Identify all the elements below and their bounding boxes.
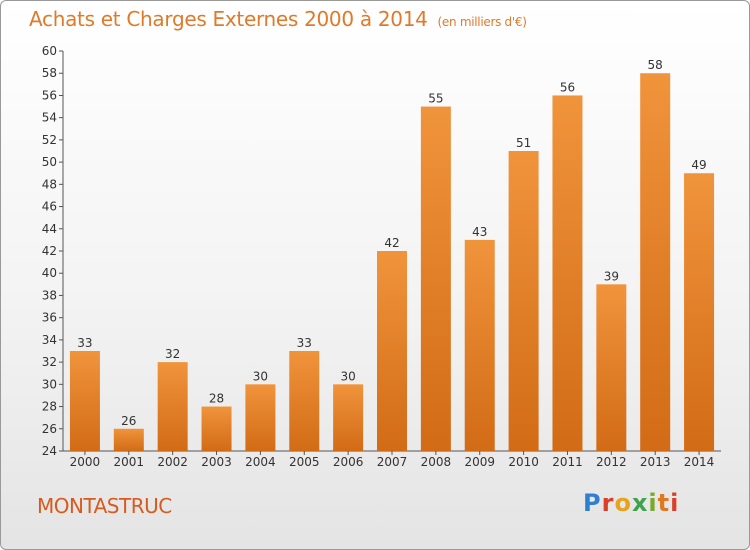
data-label: 42 [384,236,399,250]
data-label: 26 [121,414,136,428]
chart-subtitle: (en milliers d'€) [437,15,527,29]
y-tick-label: 24 [42,444,57,458]
bar [113,428,144,451]
data-label: 43 [472,225,487,239]
bars [69,73,715,452]
logo-letter: r [601,489,615,517]
y-tick-label: 30 [42,377,57,391]
bar [201,406,232,451]
bar [640,73,671,451]
data-label: 56 [560,80,575,94]
proxiti-logo: Proxiti [583,489,679,517]
x-tick-label: 2002 [157,455,188,469]
bar [377,251,407,451]
logo-letter: o [614,489,632,517]
logo-letter: x [631,489,649,517]
bar [552,95,583,451]
data-label: 30 [253,369,268,383]
y-tick-label: 32 [42,355,57,369]
logo-letter: i [670,489,680,517]
x-tick-label: 2007 [377,455,408,469]
y-tick-label: 38 [42,288,57,302]
bar [596,284,627,451]
y-tick-label: 56 [42,88,57,102]
x-tick-label: 2005 [289,455,320,469]
bar [289,351,320,451]
y-tick-label: 28 [42,400,57,414]
chart-title-text: Achats et Charges Externes 2000 à 2014 [29,7,428,31]
x-tick-label: 2013 [640,455,671,469]
bar [157,362,188,451]
x-tick-label: 2014 [684,455,715,469]
y-tick-label: 40 [42,266,57,280]
y-tick-label: 50 [42,155,57,169]
data-label: 32 [165,347,180,361]
bar [69,351,100,451]
y-tick-label: 48 [42,177,57,191]
location-name: MONTASTRUC [37,494,172,518]
y-tick-label: 42 [42,244,57,258]
x-tick-label: 2004 [245,455,276,469]
data-label: 58 [648,58,663,72]
x-tick-label: 2006 [333,455,364,469]
bar [684,173,715,451]
bar [420,106,451,452]
data-label: 49 [691,158,706,172]
data-label: 33 [297,336,312,350]
bar [333,384,364,451]
data-label: 28 [209,392,224,406]
y-tick-label: 46 [42,200,57,214]
data-label: 30 [340,369,355,383]
y-tick-label: 60 [42,44,57,58]
logo-letter: P [583,489,602,517]
y-tick-label: 58 [42,66,57,80]
y-tick-label: 26 [42,422,57,436]
y-tick-label: 44 [42,222,57,236]
x-tick-label: 2012 [596,455,627,469]
x-tick-label: 2009 [464,455,495,469]
data-label: 51 [516,136,531,150]
bar [245,384,276,451]
y-tick-label: 54 [42,111,57,125]
bar [464,239,495,451]
y-tick-label: 36 [42,311,57,325]
data-labels: 33 26 32 28 30 33 30 42 55 43 51 56 39 58 49 [77,58,706,428]
x-tick-label: 2010 [508,455,539,469]
x-tick-label: 2001 [114,455,145,469]
y-tick-label: 34 [42,333,57,347]
x-tick-label: 2003 [201,455,232,469]
chart-title: Achats et Charges Externes 2000 à 2014 (e… [29,7,527,31]
data-label: 55 [428,92,443,106]
x-tick-label: 2000 [70,455,101,469]
bar [508,151,539,451]
axes: 24 26 28 30 32 34 36 38 40 42 44 46 48 50 52 54 56 58 60 20… [42,44,721,469]
logo-letter: t [657,489,671,517]
data-label: 33 [77,336,92,350]
x-tick-label: 2011 [552,455,583,469]
data-label: 39 [604,269,619,283]
x-tick-label: 2008 [421,455,452,469]
y-tick-label: 52 [42,133,57,147]
logo-letter: i [648,489,658,517]
